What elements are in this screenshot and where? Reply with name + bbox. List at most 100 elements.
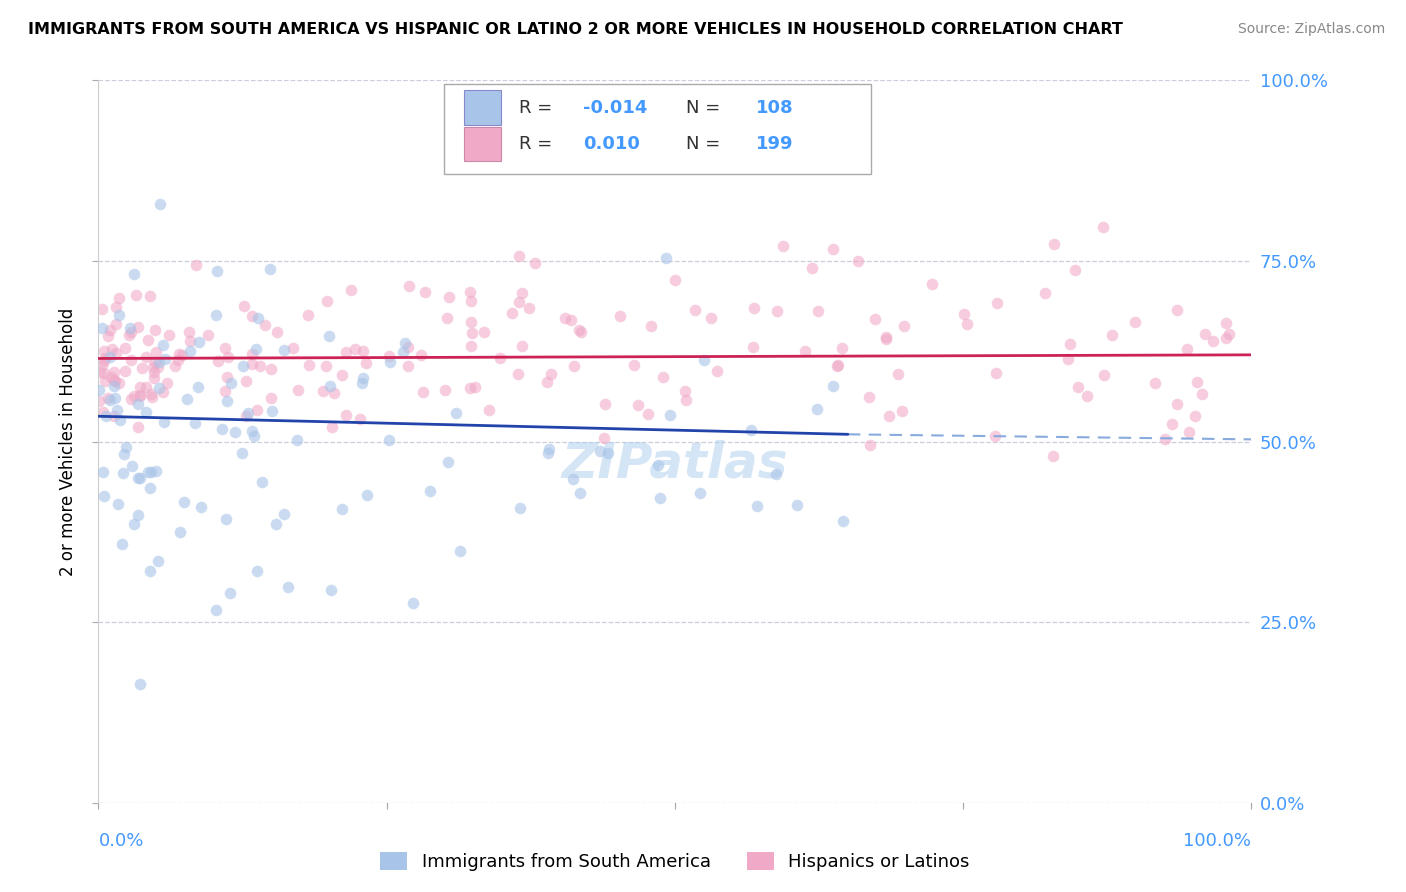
Point xyxy=(142,359,165,374)
Point xyxy=(1101,327,1123,342)
Point xyxy=(863,311,886,326)
Point xyxy=(91,404,114,418)
Point xyxy=(827,358,849,372)
Point xyxy=(139,288,162,302)
Point xyxy=(249,359,271,373)
Y-axis label: 2 or more Vehicles in Household: 2 or more Vehicles in Household xyxy=(59,308,77,575)
Point xyxy=(637,407,659,421)
Point xyxy=(356,355,378,369)
Point xyxy=(221,376,243,390)
Point xyxy=(794,344,817,359)
Point xyxy=(1218,326,1240,341)
Point xyxy=(266,326,288,340)
Point xyxy=(91,465,114,479)
Point xyxy=(135,405,157,419)
Point xyxy=(1166,397,1188,411)
Point xyxy=(235,409,257,423)
Point xyxy=(444,406,467,420)
Point xyxy=(396,340,419,354)
Point xyxy=(184,416,207,430)
FancyBboxPatch shape xyxy=(464,90,501,125)
Point xyxy=(609,309,631,323)
Point xyxy=(640,318,662,333)
Point xyxy=(1123,315,1146,329)
Point xyxy=(323,386,346,401)
Point xyxy=(172,348,194,362)
Point xyxy=(396,359,419,373)
Point xyxy=(114,364,136,378)
Point xyxy=(489,351,512,366)
Point xyxy=(765,304,787,318)
Point xyxy=(658,408,681,422)
Point xyxy=(142,371,165,385)
Point xyxy=(169,346,191,360)
Point xyxy=(449,544,471,558)
Point xyxy=(273,507,295,521)
Point xyxy=(683,302,706,317)
Point xyxy=(173,494,195,508)
Point xyxy=(460,294,482,309)
Point xyxy=(214,384,236,399)
Point xyxy=(207,354,229,368)
Text: N =: N = xyxy=(686,135,721,153)
Point xyxy=(458,285,481,300)
Point xyxy=(460,315,482,329)
Point xyxy=(1161,417,1184,431)
Point xyxy=(593,431,616,445)
Point xyxy=(143,323,166,337)
Point xyxy=(145,464,167,478)
Point xyxy=(186,258,208,272)
Point xyxy=(378,433,401,447)
Point xyxy=(1067,380,1090,394)
Point xyxy=(461,326,484,341)
Point xyxy=(96,409,118,424)
Point xyxy=(135,380,157,394)
Point xyxy=(187,380,209,394)
Point xyxy=(165,359,187,373)
Point xyxy=(509,501,531,516)
Point xyxy=(121,458,143,473)
Point xyxy=(104,392,127,406)
Point xyxy=(127,508,149,522)
Point xyxy=(846,253,869,268)
Point xyxy=(122,267,145,281)
Point xyxy=(1215,331,1237,345)
Point xyxy=(765,467,787,482)
Point xyxy=(264,517,287,532)
Point xyxy=(177,325,200,339)
Point xyxy=(143,354,166,368)
Point xyxy=(335,345,357,359)
Point xyxy=(176,392,198,406)
Point xyxy=(108,413,131,427)
Point xyxy=(97,392,120,406)
Point xyxy=(821,379,844,393)
Point xyxy=(146,360,169,375)
Text: R =: R = xyxy=(519,135,553,153)
Point xyxy=(231,446,253,460)
Point xyxy=(260,404,283,418)
Point xyxy=(169,524,191,539)
Point xyxy=(1092,368,1115,382)
Point xyxy=(330,368,353,382)
Point xyxy=(1143,376,1166,391)
Point xyxy=(648,491,671,505)
Point xyxy=(103,373,125,387)
Point xyxy=(478,402,501,417)
Point xyxy=(321,420,343,434)
Point xyxy=(568,323,591,337)
Legend: Immigrants from South America, Hispanics or Latinos: Immigrants from South America, Hispanics… xyxy=(373,845,977,879)
Text: 100.0%: 100.0% xyxy=(1184,831,1251,850)
Point xyxy=(510,285,533,300)
Point xyxy=(148,554,170,568)
Point xyxy=(1033,286,1056,301)
Point xyxy=(877,409,900,424)
Point xyxy=(352,371,374,385)
Text: ZIPatlas: ZIPatlas xyxy=(561,439,789,487)
Point xyxy=(411,348,433,362)
Point xyxy=(118,327,141,342)
Point xyxy=(1042,449,1064,463)
Point xyxy=(1064,263,1087,277)
Point xyxy=(626,398,648,412)
Point xyxy=(166,352,188,367)
Point xyxy=(90,320,112,334)
